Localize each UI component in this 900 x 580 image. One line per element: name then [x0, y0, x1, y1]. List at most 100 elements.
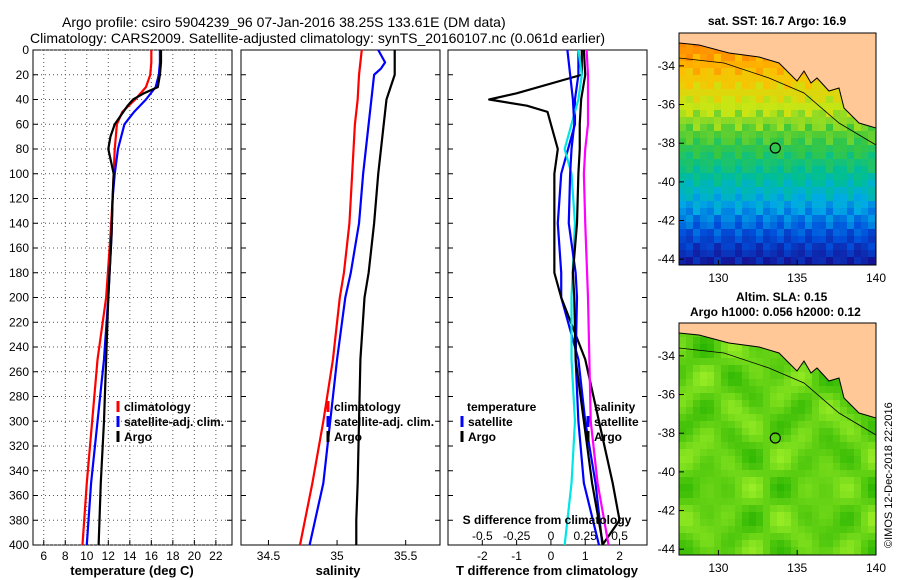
map-cell — [763, 117, 770, 124]
map-cell — [854, 229, 861, 236]
map-cell — [826, 180, 833, 187]
map-cell — [847, 201, 854, 208]
map-cell — [756, 215, 763, 222]
map-cell — [714, 400, 721, 407]
map-cell — [714, 505, 721, 512]
map-cell — [819, 152, 826, 159]
map-cell — [742, 428, 749, 435]
map-cell — [756, 428, 763, 435]
map-cell — [784, 512, 791, 519]
map-cell — [854, 187, 861, 194]
map-cell — [777, 124, 784, 131]
map-cell — [798, 103, 805, 110]
map-cell — [812, 393, 819, 400]
map-cell — [742, 61, 749, 68]
map-cell — [812, 456, 819, 463]
map-cell — [819, 449, 826, 456]
map-cell — [763, 428, 770, 435]
map-cell — [679, 344, 686, 351]
map-cell — [714, 372, 721, 379]
map-cell — [819, 484, 826, 491]
map-cell — [700, 257, 707, 264]
map-cell — [721, 365, 728, 372]
map-cell — [756, 257, 763, 264]
map-cell — [826, 243, 833, 250]
map-cell — [833, 229, 840, 236]
map-cell — [700, 365, 707, 372]
map-cell — [777, 414, 784, 421]
y-tick-label: 0 — [22, 43, 29, 57]
map-cell — [784, 236, 791, 243]
map-cell — [728, 110, 735, 117]
map-cell — [707, 159, 714, 166]
map-cell — [714, 131, 721, 138]
map-cell — [819, 89, 826, 96]
map-cell — [770, 68, 777, 75]
map-cell — [805, 110, 812, 117]
map-cell — [700, 61, 707, 68]
map-cell — [770, 351, 777, 358]
map-cell — [742, 194, 749, 201]
map-cell — [707, 505, 714, 512]
map-cell — [693, 145, 700, 152]
map-cell — [812, 110, 819, 117]
map-cell — [707, 96, 714, 103]
map-cell — [707, 187, 714, 194]
map-cell — [805, 393, 812, 400]
map-cell — [756, 152, 763, 159]
map-cell — [728, 75, 735, 82]
map-cell — [749, 484, 756, 491]
map-cell — [847, 250, 854, 257]
series-line — [298, 49, 363, 546]
map-cell — [707, 89, 714, 96]
map-cell — [854, 215, 861, 222]
map-cell — [833, 236, 840, 243]
map-cell — [735, 124, 742, 131]
map-cell — [700, 236, 707, 243]
map-cell — [679, 229, 686, 236]
map-cell — [721, 498, 728, 505]
map-cell — [840, 201, 847, 208]
map-cell — [763, 173, 770, 180]
map-cell — [686, 463, 693, 470]
map-cell — [847, 484, 854, 491]
map-cell — [686, 208, 693, 215]
map-cell — [770, 89, 777, 96]
map-cell — [819, 180, 826, 187]
map-cell — [798, 470, 805, 477]
map-cell — [756, 456, 763, 463]
map-cell — [791, 435, 798, 442]
map-cell — [735, 386, 742, 393]
map-cell — [707, 208, 714, 215]
map-cell — [812, 243, 819, 250]
map-cell — [686, 442, 693, 449]
map-cell — [700, 103, 707, 110]
map-cell — [707, 519, 714, 526]
map-cell — [742, 96, 749, 103]
map-cell — [868, 484, 875, 491]
map-cell — [756, 124, 763, 131]
map-cell — [693, 393, 700, 400]
map-cell — [812, 152, 819, 159]
map-cell — [679, 215, 686, 222]
argo-position-marker — [769, 432, 781, 444]
map-cell — [679, 337, 686, 344]
map-cell — [861, 456, 868, 463]
map-cell — [700, 138, 707, 145]
map-cell — [798, 243, 805, 250]
map-cell — [868, 456, 875, 463]
map-cell — [805, 173, 812, 180]
map-cell — [749, 257, 756, 264]
map-cell — [798, 173, 805, 180]
map-cell — [805, 208, 812, 215]
map-cell — [791, 243, 798, 250]
s-tick-label: 0 — [548, 529, 555, 543]
salinity-panel: 34.5 35 35.5 salinity climatology satellit… — [240, 49, 441, 578]
map-cell — [847, 526, 854, 533]
map-cell — [707, 400, 714, 407]
map-cell — [728, 145, 735, 152]
map-cell — [721, 470, 728, 477]
map-cell — [728, 243, 735, 250]
map-cell — [763, 393, 770, 400]
map-cell — [854, 145, 861, 152]
